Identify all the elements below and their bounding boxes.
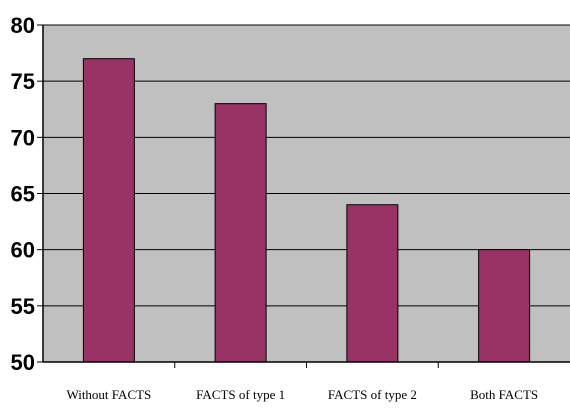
y-tick-label: 80 <box>11 13 35 38</box>
x-axis-ticks: Without FACTS FACTS of type 1 FACTS of typ… <box>66 387 538 402</box>
y-axis-ticks: 50 55 60 65 70 75 80 <box>11 13 43 375</box>
bar <box>478 249 531 363</box>
bar <box>82 58 135 363</box>
y-tick-label: 60 <box>11 238 35 263</box>
bars <box>82 58 531 363</box>
x-tick-label: FACTS of type 1 <box>196 387 285 402</box>
bar <box>214 103 267 363</box>
y-tick-label: 50 <box>11 350 35 375</box>
y-tick-label: 65 <box>11 182 35 207</box>
y-tick-label: 75 <box>11 69 35 94</box>
x-tick-label: FACTS of type 2 <box>328 387 417 402</box>
x-tick-label: Without FACTS <box>66 387 151 402</box>
bar <box>346 204 399 363</box>
x-tick-label: Both FACTS <box>470 387 538 402</box>
y-tick-label: 70 <box>11 125 35 150</box>
y-tick-label: 55 <box>11 294 35 319</box>
